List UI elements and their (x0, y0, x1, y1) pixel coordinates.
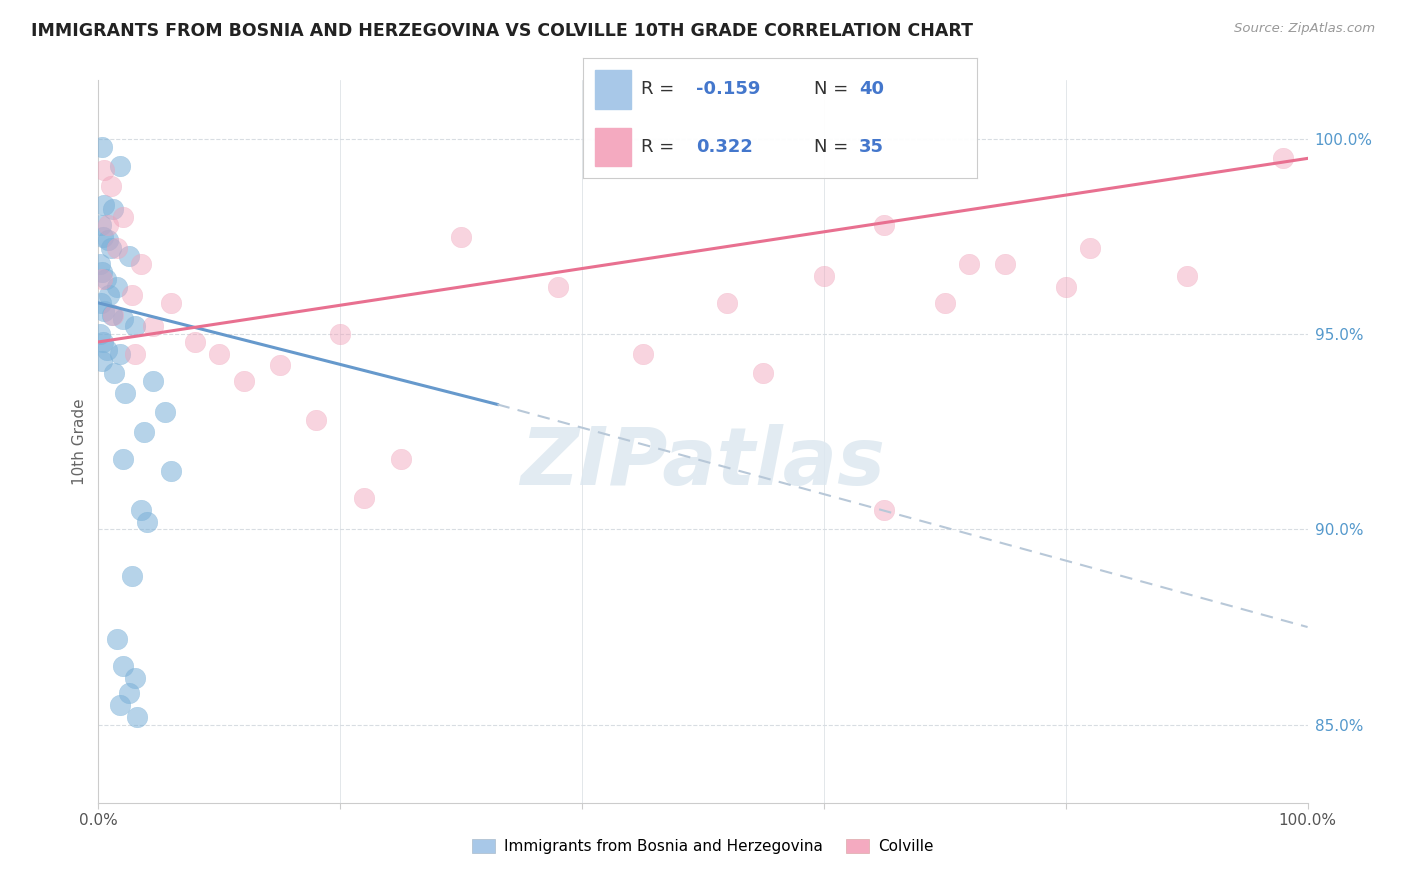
Text: R =: R = (641, 80, 679, 98)
Point (124, 671, 146, 685)
Point (353, 491, 375, 505)
Point (105, 280, 128, 294)
Point (450, 229, 472, 244)
Point (91, 139, 114, 153)
Point (111, 659, 134, 673)
Text: 35: 35 (859, 138, 884, 156)
Point (208, 346, 231, 360)
Point (108, 159, 131, 173)
Point (96, 343, 118, 357)
Text: N =: N = (814, 80, 853, 98)
Point (873, 218, 896, 232)
Point (269, 359, 291, 373)
Legend: Immigrants from Bosnia and Herzegovina, Colville: Immigrants from Bosnia and Herzegovina, … (467, 833, 939, 860)
Point (93, 198, 115, 212)
Point (934, 296, 956, 310)
Text: -0.159: -0.159 (696, 80, 761, 98)
Point (103, 366, 125, 380)
Point (118, 249, 141, 263)
Point (111, 452, 134, 467)
Point (91, 272, 114, 286)
Text: N =: N = (814, 138, 853, 156)
Point (547, 280, 569, 294)
Point (124, 346, 146, 360)
Point (389, 452, 412, 467)
Point (97, 234, 120, 248)
Point (1272, 152, 1295, 166)
Point (135, 515, 157, 529)
Point (232, 374, 254, 388)
Point (90, 218, 112, 232)
Text: 40: 40 (859, 80, 884, 98)
Point (124, 319, 146, 334)
Point (114, 385, 136, 400)
Point (142, 319, 165, 334)
Y-axis label: 10th Grade: 10th Grade (72, 398, 87, 485)
Point (129, 503, 152, 517)
Text: IMMIGRANTS FROM BOSNIA AND HERZEGOVINA VS COLVILLE 10TH GRADE CORRELATION CHART: IMMIGRANTS FROM BOSNIA AND HERZEGOVINA V… (31, 22, 973, 40)
Point (101, 202, 124, 216)
Point (957, 257, 980, 271)
Point (1175, 268, 1198, 283)
Point (89, 327, 111, 342)
Point (100, 308, 122, 322)
Text: ZIPatlas: ZIPatlas (520, 425, 886, 502)
Point (184, 334, 207, 349)
Point (91, 354, 114, 368)
Point (98, 288, 121, 302)
Point (93, 163, 115, 178)
Point (134, 425, 156, 439)
Point (752, 366, 775, 380)
Point (1054, 280, 1077, 294)
Point (142, 374, 165, 388)
Point (329, 327, 352, 342)
Point (160, 296, 183, 310)
Point (631, 346, 654, 360)
Point (91, 334, 114, 349)
Point (108, 698, 131, 713)
Point (90, 296, 112, 310)
Point (101, 308, 124, 322)
Point (89, 257, 111, 271)
Point (97, 218, 120, 232)
Point (105, 241, 128, 255)
Point (118, 686, 141, 700)
Point (93, 303, 115, 318)
Point (813, 268, 835, 283)
Point (105, 632, 128, 646)
FancyBboxPatch shape (595, 70, 631, 109)
Point (91, 265, 114, 279)
Point (121, 288, 143, 302)
Point (305, 413, 328, 427)
Point (111, 210, 134, 224)
Point (129, 257, 152, 271)
Point (873, 503, 896, 517)
FancyBboxPatch shape (595, 128, 631, 166)
Point (100, 241, 122, 255)
Point (127, 710, 149, 724)
Point (121, 569, 143, 583)
Point (108, 346, 131, 360)
Point (111, 311, 134, 326)
Point (94, 272, 117, 286)
Point (1078, 241, 1101, 255)
Point (716, 296, 738, 310)
Point (91, 229, 114, 244)
Text: 0.322: 0.322 (696, 138, 752, 156)
Point (994, 257, 1017, 271)
Point (153, 405, 176, 419)
Point (100, 178, 122, 193)
Point (160, 464, 183, 478)
Text: Source: ZipAtlas.com: Source: ZipAtlas.com (1234, 22, 1375, 36)
Text: R =: R = (641, 138, 679, 156)
